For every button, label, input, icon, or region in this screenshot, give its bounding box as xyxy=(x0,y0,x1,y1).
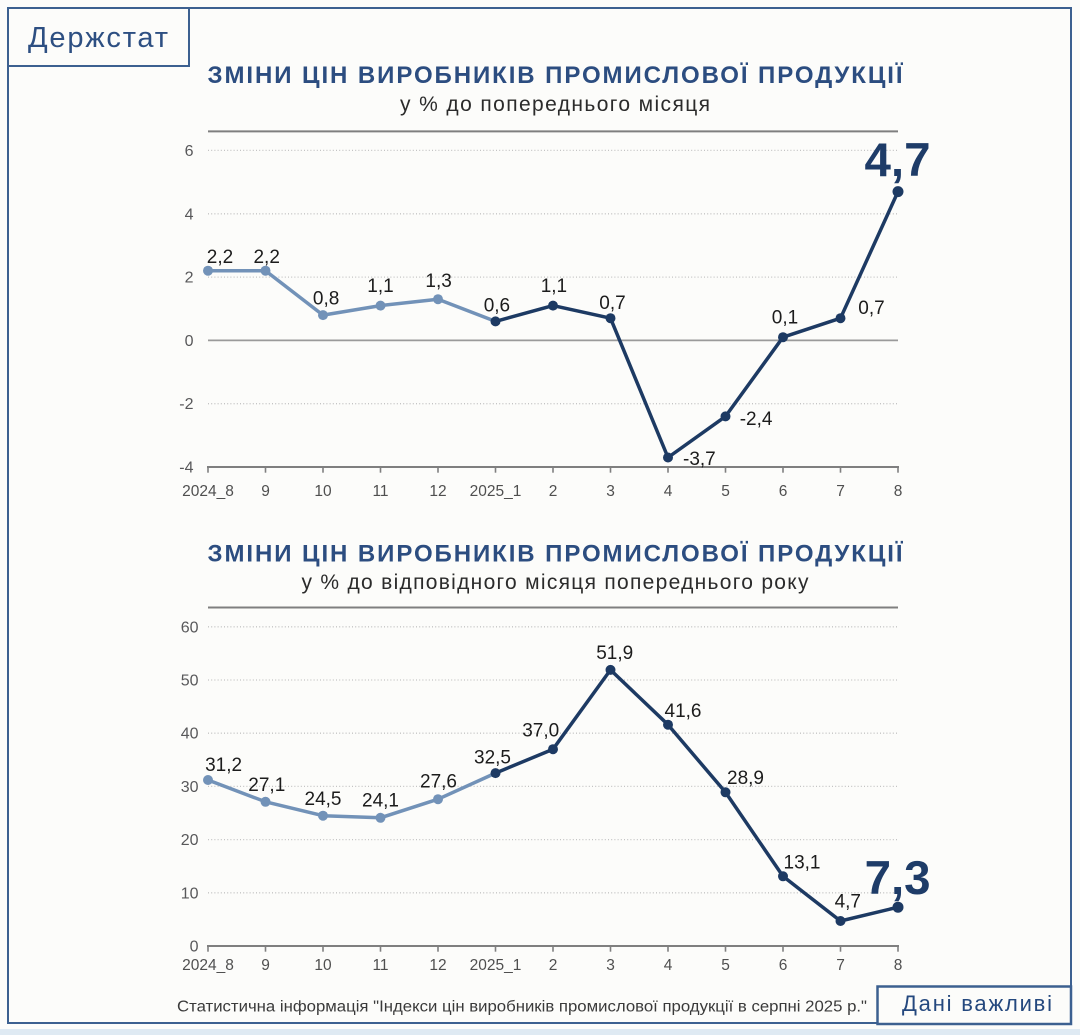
svg-text:11: 11 xyxy=(372,957,388,974)
svg-text:у % до відповідного місяця поп: у % до відповідного місяця попереднього … xyxy=(302,571,810,594)
svg-text:2: 2 xyxy=(549,957,558,974)
svg-text:-4: -4 xyxy=(179,460,193,477)
svg-text:12: 12 xyxy=(429,957,446,974)
svg-text:Дані важливі: Дані важливі xyxy=(902,991,1052,1016)
svg-text:1,1: 1,1 xyxy=(367,276,393,297)
svg-text:40: 40 xyxy=(181,726,199,743)
svg-text:0,7: 0,7 xyxy=(599,293,625,314)
svg-text:51,9: 51,9 xyxy=(596,643,633,664)
svg-text:4: 4 xyxy=(185,206,194,223)
svg-text:13,1: 13,1 xyxy=(784,852,821,873)
svg-text:24,1: 24,1 xyxy=(362,790,399,811)
svg-text:6: 6 xyxy=(185,143,194,160)
svg-text:50: 50 xyxy=(181,673,199,690)
svg-text:7: 7 xyxy=(836,957,845,974)
svg-text:2025_1: 2025_1 xyxy=(470,957,522,974)
svg-text:9: 9 xyxy=(261,957,270,974)
svg-text:4,7: 4,7 xyxy=(864,134,930,187)
svg-text:2024_8: 2024_8 xyxy=(182,483,234,500)
svg-text:5: 5 xyxy=(721,957,730,974)
svg-text:2024_8: 2024_8 xyxy=(182,957,234,974)
svg-text:1,3: 1,3 xyxy=(425,271,451,292)
svg-text:8: 8 xyxy=(894,957,903,974)
svg-text:2025_1: 2025_1 xyxy=(470,483,522,500)
svg-text:9: 9 xyxy=(261,483,270,500)
svg-text:7,3: 7,3 xyxy=(865,852,931,905)
svg-text:41,6: 41,6 xyxy=(665,701,702,722)
svg-text:ЗМІНИ ЦІН ВИРОБНИКІВ ПРОМИСЛОВ: ЗМІНИ ЦІН ВИРОБНИКІВ ПРОМИСЛОВОЇ ПРОДУКЦ… xyxy=(208,541,904,568)
svg-text:-2,4: -2,4 xyxy=(740,409,773,430)
svg-text:0: 0 xyxy=(190,939,199,956)
svg-text:24,5: 24,5 xyxy=(305,789,342,810)
svg-text:3: 3 xyxy=(606,957,615,974)
svg-text:-3,7: -3,7 xyxy=(683,449,716,470)
svg-text:0,6: 0,6 xyxy=(484,296,510,317)
svg-text:ЗМІНИ ЦІН ВИРОБНИКІВ ПРОМИСЛОВ: ЗМІНИ ЦІН ВИРОБНИКІВ ПРОМИСЛОВОЇ ПРОДУКЦ… xyxy=(208,62,904,89)
svg-text:8: 8 xyxy=(894,483,903,500)
svg-text:27,6: 27,6 xyxy=(420,771,457,792)
svg-text:12: 12 xyxy=(429,483,446,500)
svg-text:-2: -2 xyxy=(179,396,193,413)
svg-text:11: 11 xyxy=(372,483,388,500)
svg-text:у % до попереднього місяця: у % до попереднього місяця xyxy=(400,93,710,116)
svg-text:32,5: 32,5 xyxy=(474,747,511,768)
svg-text:2: 2 xyxy=(185,270,194,287)
svg-text:2,2: 2,2 xyxy=(207,247,233,268)
svg-text:31,2: 31,2 xyxy=(205,755,242,776)
svg-text:0: 0 xyxy=(185,333,194,350)
svg-text:6: 6 xyxy=(779,957,788,974)
svg-text:3: 3 xyxy=(606,483,615,500)
svg-text:6: 6 xyxy=(779,483,788,500)
svg-text:20: 20 xyxy=(181,832,199,849)
svg-text:4: 4 xyxy=(664,957,673,974)
svg-text:5: 5 xyxy=(721,483,730,500)
svg-text:2: 2 xyxy=(549,483,558,500)
svg-text:10: 10 xyxy=(314,483,332,500)
svg-text:Статистична інформація "Індекс: Статистична інформація "Індекси цін виро… xyxy=(177,999,867,1016)
svg-text:10: 10 xyxy=(314,957,332,974)
svg-text:2,2: 2,2 xyxy=(253,247,279,268)
svg-text:Держстат: Держстат xyxy=(28,22,168,54)
svg-text:0,1: 0,1 xyxy=(772,308,798,329)
svg-text:7: 7 xyxy=(836,483,845,500)
svg-text:10: 10 xyxy=(181,885,199,902)
svg-text:0,7: 0,7 xyxy=(858,298,884,319)
svg-text:4,7: 4,7 xyxy=(835,891,861,912)
svg-text:28,9: 28,9 xyxy=(727,768,764,789)
svg-text:37,0: 37,0 xyxy=(522,720,559,741)
svg-text:30: 30 xyxy=(181,779,199,796)
svg-text:1,1: 1,1 xyxy=(541,276,567,297)
svg-text:60: 60 xyxy=(181,619,199,636)
svg-text:4: 4 xyxy=(664,483,673,500)
svg-text:0,8: 0,8 xyxy=(313,288,339,309)
svg-text:27,1: 27,1 xyxy=(248,775,285,796)
